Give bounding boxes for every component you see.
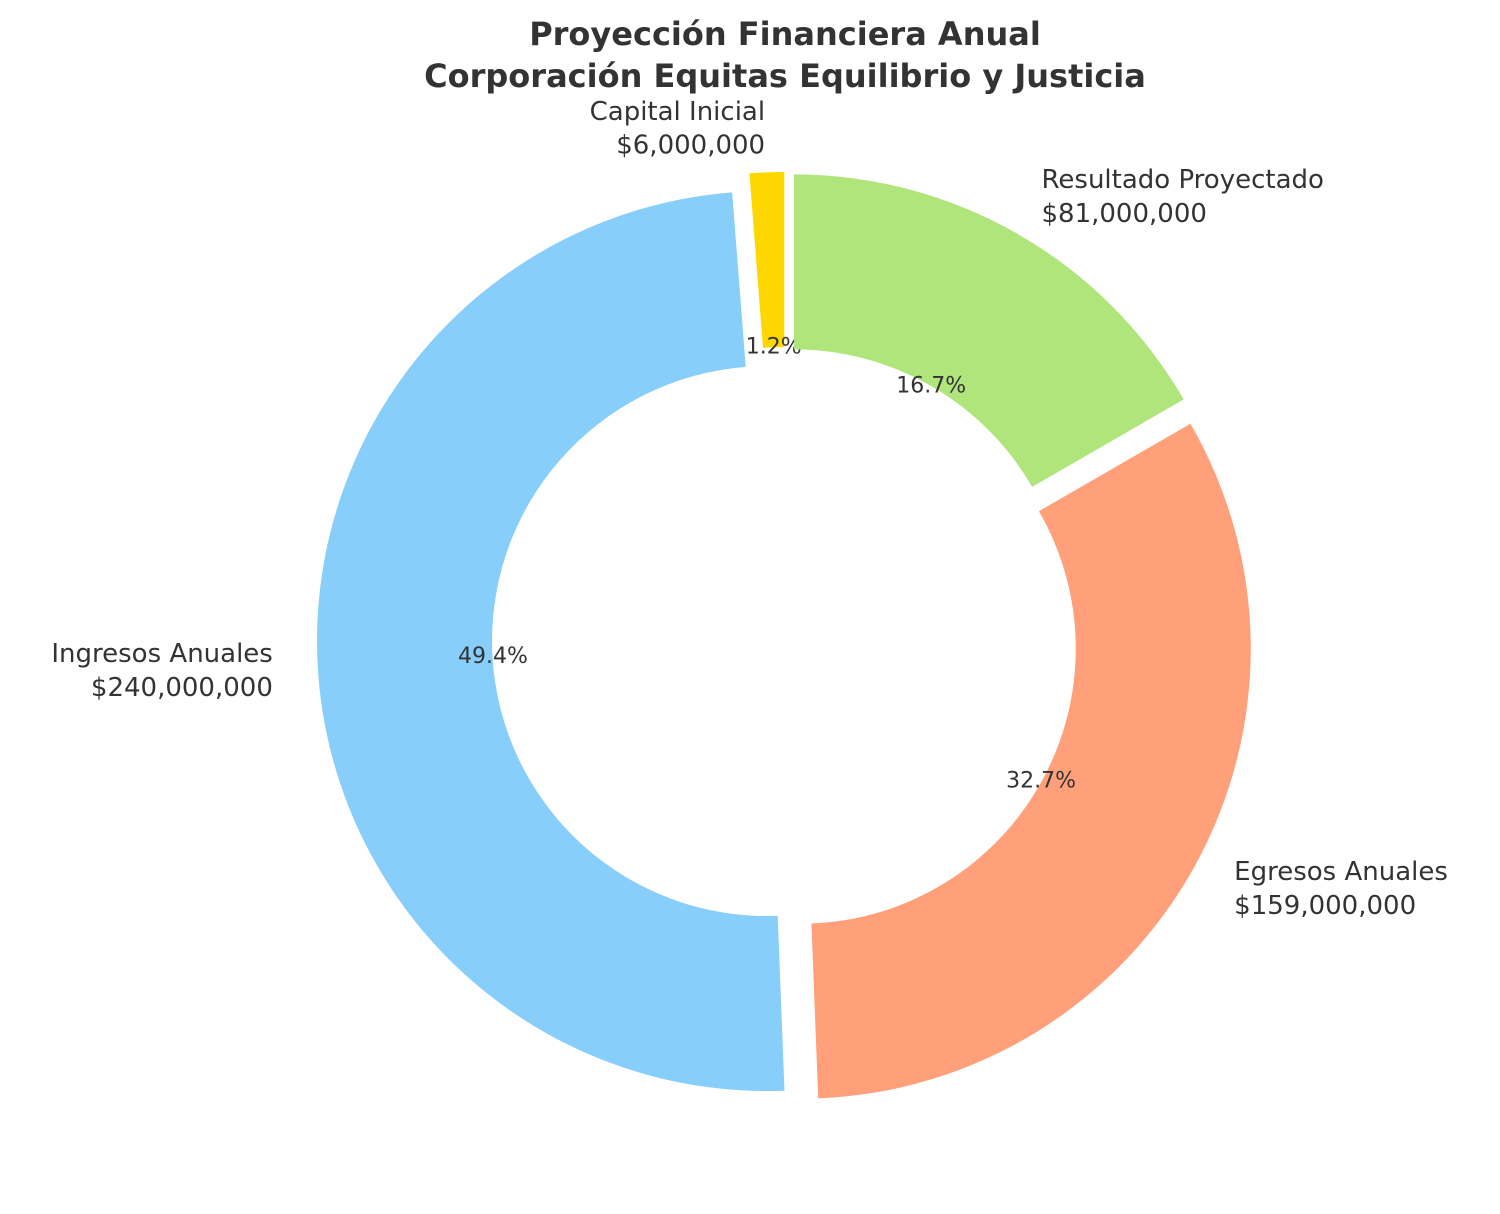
chart-subtitle: Corporación Equitas Equilibrio y Justici…: [424, 57, 1146, 95]
percent-label: 1.2%: [746, 335, 802, 360]
category-name: Ingresos Anuales: [51, 639, 272, 669]
donut-slice: [317, 192, 785, 1092]
percent-label: 49.4%: [458, 644, 528, 669]
chart-title: Proyección Financiera Anual: [529, 15, 1041, 53]
slice-label: Resultado Proyectado $81,000,000: [1042, 165, 1324, 229]
donut-slice: [794, 174, 1184, 487]
category-name: Resultado Proyectado: [1042, 165, 1324, 195]
value-label: $6,000,000: [616, 130, 765, 160]
slice-label: Capital Inicial $6,000,000: [590, 96, 765, 160]
value-label: $81,000,000: [1042, 198, 1207, 228]
donut-slice: [811, 423, 1251, 1099]
percent-label: 16.7%: [896, 374, 966, 399]
slice-label: Ingresos Anuales $240,000,000: [51, 639, 272, 703]
category-name: Egresos Anuales: [1234, 857, 1448, 887]
category-name: Capital Inicial: [590, 96, 765, 126]
percent-label: 32.7%: [1006, 768, 1076, 793]
donut-slice: [749, 172, 785, 348]
slice-label: Egresos Anuales $159,000,000: [1234, 857, 1448, 921]
value-label: $240,000,000: [91, 673, 273, 703]
value-label: $159,000,000: [1234, 891, 1416, 921]
